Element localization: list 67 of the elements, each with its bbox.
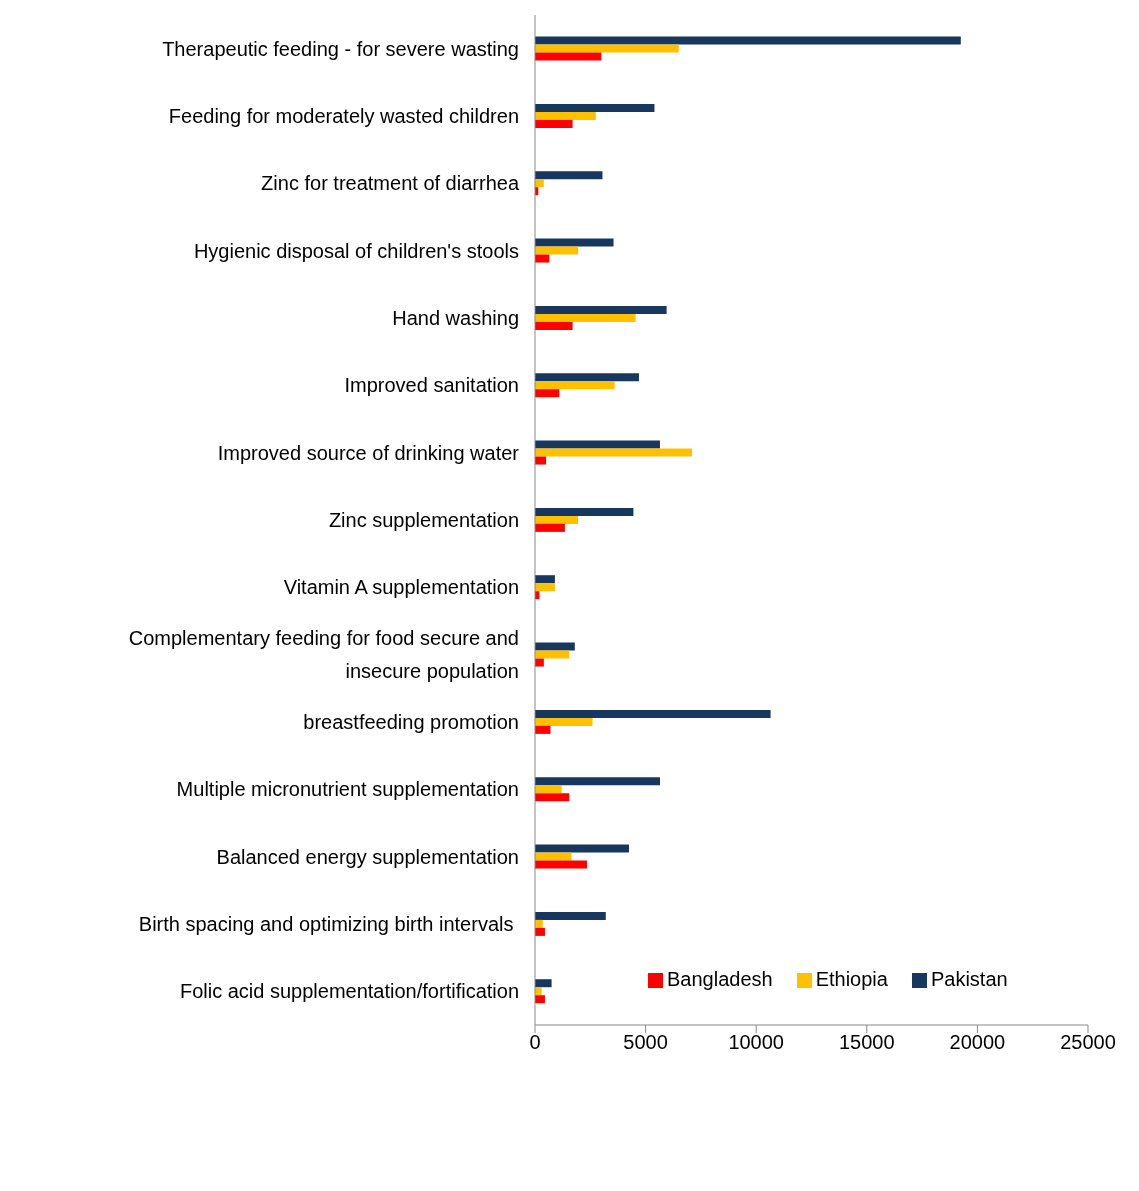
bar: [535, 911, 606, 920]
bar: [535, 111, 596, 120]
bar: [535, 860, 587, 869]
y-tick-label: Improved source of drinking water: [217, 441, 520, 464]
bar: [535, 389, 560, 398]
y-tick-label: Feeding for moderately wasted children: [168, 105, 519, 127]
bar: [535, 793, 570, 802]
y-tick-label: Birth spacing and optimizing birth intervals: [138, 913, 519, 935]
bar: [535, 36, 961, 45]
bar: [535, 321, 573, 330]
bar: [535, 642, 575, 651]
bar: [535, 658, 544, 667]
y-tick-label: Hand washing: [392, 307, 519, 329]
bar: [535, 44, 679, 53]
bar: [535, 171, 603, 180]
x-tick-label: 15000: [838, 1031, 895, 1054]
bar: [535, 717, 593, 726]
bar: [535, 709, 771, 718]
bar: [535, 785, 562, 794]
bar: [535, 979, 552, 988]
y-tick-label: Hygienic disposal of children's stools: [193, 239, 519, 262]
bar: [535, 507, 634, 516]
bar: [535, 238, 614, 247]
bar: [535, 987, 542, 996]
bar: [535, 995, 545, 1004]
x-tick-label: 25000: [1060, 1031, 1116, 1054]
bar: [535, 583, 555, 592]
y-tick-label: Zinc supplementation: [328, 509, 519, 531]
bar: [535, 103, 655, 112]
bar: [535, 52, 602, 61]
bar: [535, 844, 630, 853]
x-tick-label: 20000: [949, 1031, 1006, 1054]
bar: [535, 246, 579, 255]
bar: [535, 725, 551, 734]
bar: [535, 179, 544, 188]
bar: [535, 456, 547, 465]
bar: [535, 777, 660, 786]
x-tick-label: 5000: [623, 1031, 668, 1054]
bar: [535, 313, 636, 322]
y-tick-label: Balanced energy supplementation: [216, 845, 519, 868]
bar: [535, 919, 543, 928]
y-tick-label: Vitamin A supplementation: [283, 576, 519, 599]
y-tick-label: breastfeeding promotion: [303, 711, 519, 733]
bar: [535, 852, 572, 861]
y-tick-label: Therapeutic feeding - for severe wasting: [162, 37, 519, 60]
bar: [535, 523, 565, 532]
y-tick-label: Multiple micronutrient supplementation: [176, 778, 519, 801]
legend-label: Pakistan: [930, 968, 1008, 990]
y-tick-label: Complementary feeding for food secure and insecure population: [128, 627, 519, 683]
bar: [535, 515, 579, 524]
bar: [535, 373, 639, 382]
y-tick-label: Zinc for treatment of diarrhea: [261, 172, 520, 195]
legend-label: Bangladesh: [667, 968, 773, 990]
x-tick-label: 10000: [728, 1031, 785, 1054]
bar: [535, 305, 667, 314]
x-tick-label: 0: [529, 1031, 541, 1054]
bar: [535, 448, 693, 457]
bar: [535, 650, 570, 659]
y-tick-label: Improved sanitation: [344, 374, 519, 397]
bar: [535, 254, 550, 263]
bar: [535, 119, 573, 128]
bar: [535, 927, 545, 936]
y-tick-label: Folic acid supplementation/fortification: [179, 980, 519, 1003]
bar: [535, 440, 660, 449]
bar: [535, 381, 615, 390]
legend-label: Ethiopia: [815, 968, 888, 990]
bar: [535, 575, 555, 584]
